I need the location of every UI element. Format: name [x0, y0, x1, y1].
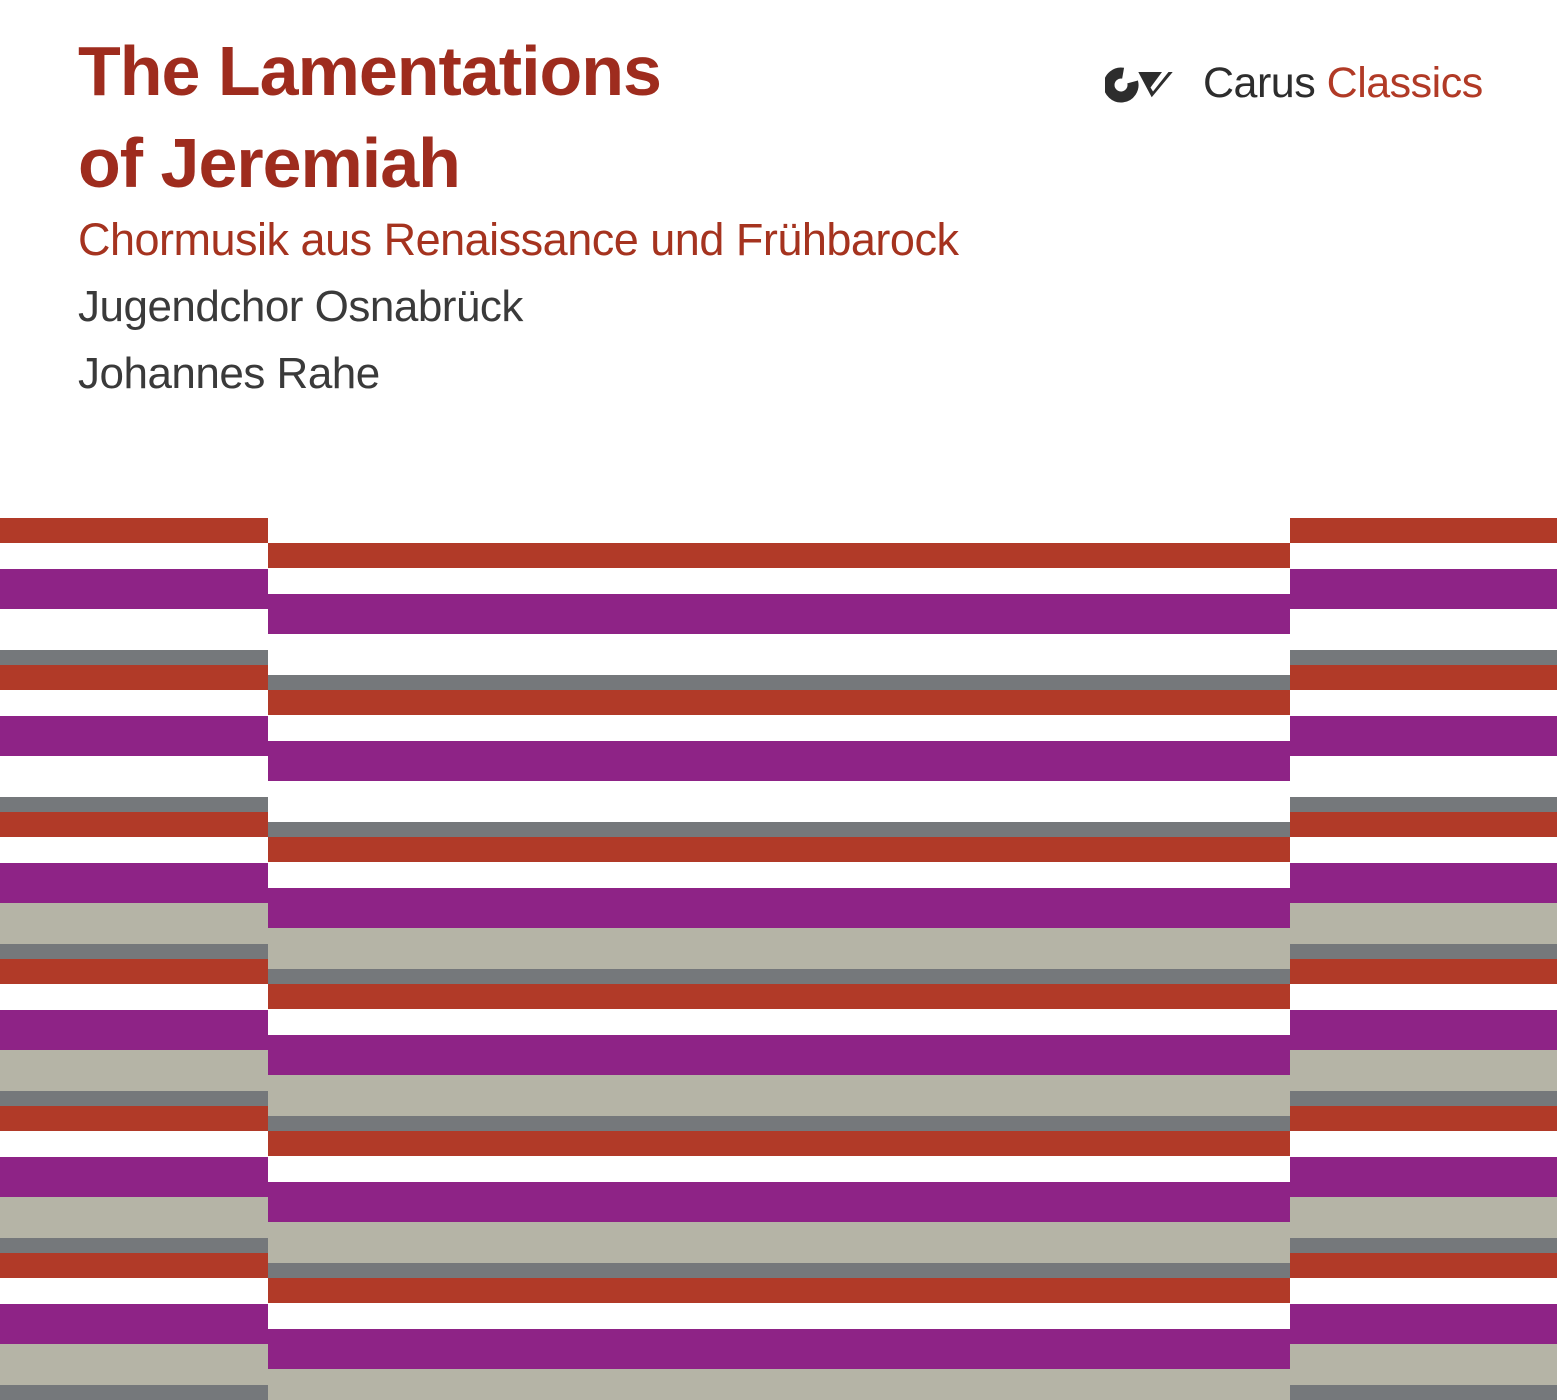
stripe-red: [268, 690, 1290, 715]
brand-name: Carus: [1203, 58, 1316, 107]
brand-series: Classics: [1326, 58, 1484, 107]
stripe-beige: [1290, 1344, 1557, 1385]
stripe-beige: [268, 1075, 1290, 1116]
stripe-red: [0, 959, 268, 984]
stripe-red: [1290, 959, 1557, 984]
stripe-purple: [268, 888, 1290, 928]
stripe-purple: [1290, 1304, 1557, 1344]
stripe-purple: [0, 1304, 268, 1344]
stripe-gray: [268, 1116, 1290, 1131]
credit-choir: Jugendchor Osnabrück: [78, 282, 523, 331]
stripe-purple: [0, 716, 268, 756]
stripe-beige: [268, 1369, 1290, 1400]
stripe-purple: [1290, 716, 1557, 756]
stripe-column-right: [1290, 0, 1557, 1400]
stripe-beige: [0, 903, 268, 944]
stripe-red: [0, 1106, 268, 1131]
album-subtitle: Chormusik aus Renaissance und Frühbarock: [78, 214, 959, 265]
stripe-purple: [1290, 863, 1557, 903]
stripe-beige: [1290, 903, 1557, 944]
stripe-red: [268, 543, 1290, 568]
album-title-line2: of Jeremiah: [78, 124, 461, 202]
stripe-red: [1290, 1253, 1557, 1278]
stripe-red: [0, 665, 268, 690]
stripe-gray: [268, 1263, 1290, 1278]
stripe-red: [268, 1131, 1290, 1156]
carus-cv-logo-icon: [1103, 58, 1185, 108]
stripe-gray: [1290, 1385, 1557, 1400]
stripe-gray: [268, 675, 1290, 690]
stripe-red: [268, 984, 1290, 1009]
stripe-red: [0, 1253, 268, 1278]
stripe-purple: [1290, 1010, 1557, 1050]
stripe-gray: [0, 1385, 268, 1400]
stripe-beige: [0, 1344, 268, 1385]
brand-block: Carus Classics: [1103, 58, 1484, 108]
stripe-gray: [1290, 1238, 1557, 1253]
stripe-gray: [1290, 1091, 1557, 1106]
stripe-column-left: [0, 0, 268, 1400]
stripe-gray: [1290, 797, 1557, 812]
stripe-beige: [268, 1222, 1290, 1263]
stripe-gray: [0, 944, 268, 959]
stripe-red: [0, 518, 268, 543]
stripe-red: [268, 1278, 1290, 1303]
stripe-purple: [0, 569, 268, 609]
brand-name-text: Carus Classics: [1203, 58, 1484, 107]
stripe-purple: [268, 1035, 1290, 1075]
stripe-purple: [1290, 569, 1557, 609]
stripe-beige: [268, 928, 1290, 969]
carus-v-slit: [1150, 72, 1169, 92]
stripe-beige: [1290, 1197, 1557, 1238]
stripe-red: [1290, 812, 1557, 837]
stripe-purple: [268, 1329, 1290, 1369]
stripe-red: [1290, 518, 1557, 543]
stripe-gray: [0, 1238, 268, 1253]
stripe-red: [268, 837, 1290, 862]
stripe-gray: [268, 822, 1290, 837]
stripe-red: [1290, 665, 1557, 690]
stripe-gray: [0, 797, 268, 812]
stripe-purple: [0, 863, 268, 903]
stripe-gray: [0, 650, 268, 665]
stripe-beige: [1290, 1050, 1557, 1091]
stripe-red: [0, 812, 268, 837]
stripe-gray: [0, 1091, 268, 1106]
stripe-red: [1290, 1106, 1557, 1131]
stripe-beige: [0, 1197, 268, 1238]
stripe-purple: [268, 741, 1290, 781]
stripe-purple: [1290, 1157, 1557, 1197]
stripe-gray: [1290, 944, 1557, 959]
stripe-purple: [268, 594, 1290, 634]
carus-c-arc: [1103, 67, 1139, 103]
stripe-purple: [268, 1182, 1290, 1222]
stripe-gray: [268, 969, 1290, 984]
stripe-purple: [0, 1157, 268, 1197]
stripe-purple: [0, 1010, 268, 1050]
stripe-column-middle: [268, 0, 1290, 1400]
album-title-line1: The Lamentations: [78, 32, 662, 110]
stripe-beige: [0, 1050, 268, 1091]
stripe-gray: [1290, 650, 1557, 665]
credit-conductor: Johannes Rahe: [78, 349, 380, 398]
